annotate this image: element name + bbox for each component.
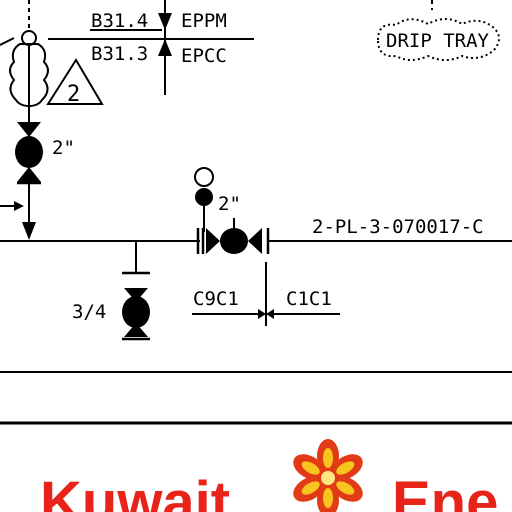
bellows-hose — [9, 30, 49, 118]
revision-triangle: 2 — [46, 58, 104, 107]
flower-icon — [293, 439, 363, 512]
inline-gate-valve — [196, 218, 270, 254]
tag-spec-lower: EPCC — [181, 45, 227, 67]
logo-word-left: Kuwait — [40, 470, 230, 512]
tag-code-lower: B31.3 — [91, 43, 148, 65]
valve-size-vertical: 2" — [52, 137, 75, 159]
spec-break-symbol — [158, 0, 172, 95]
tag-spec-upper: EPPM — [181, 10, 227, 32]
drain-valve — [122, 241, 150, 341]
incoming-branch-arrow — [14, 201, 24, 211]
tag-code-upper: B31.4 — [91, 10, 148, 32]
line-number: 2-PL-3-070017-C — [312, 216, 484, 238]
spec-break-dimension — [192, 262, 340, 326]
valve-size-inline: 2" — [218, 193, 241, 215]
spec-right: C1C1 — [286, 288, 332, 310]
tag-leader-left — [0, 37, 15, 46]
flow-arrow — [22, 222, 36, 240]
revision-number: 2 — [67, 82, 80, 107]
vent-instrument — [194, 167, 214, 232]
drip-tray-label: DRIP TRAY — [386, 30, 490, 52]
logo-word-right: Ene — [392, 470, 498, 512]
spec-left: C9C1 — [193, 288, 239, 310]
valve-size-drain: 3/4 — [72, 301, 106, 323]
vertical-gate-valve — [15, 118, 43, 185]
company-logo: Kuwait Ene — [40, 439, 498, 512]
drip-tray-cloud: DRIP TRAY — [376, 18, 500, 61]
